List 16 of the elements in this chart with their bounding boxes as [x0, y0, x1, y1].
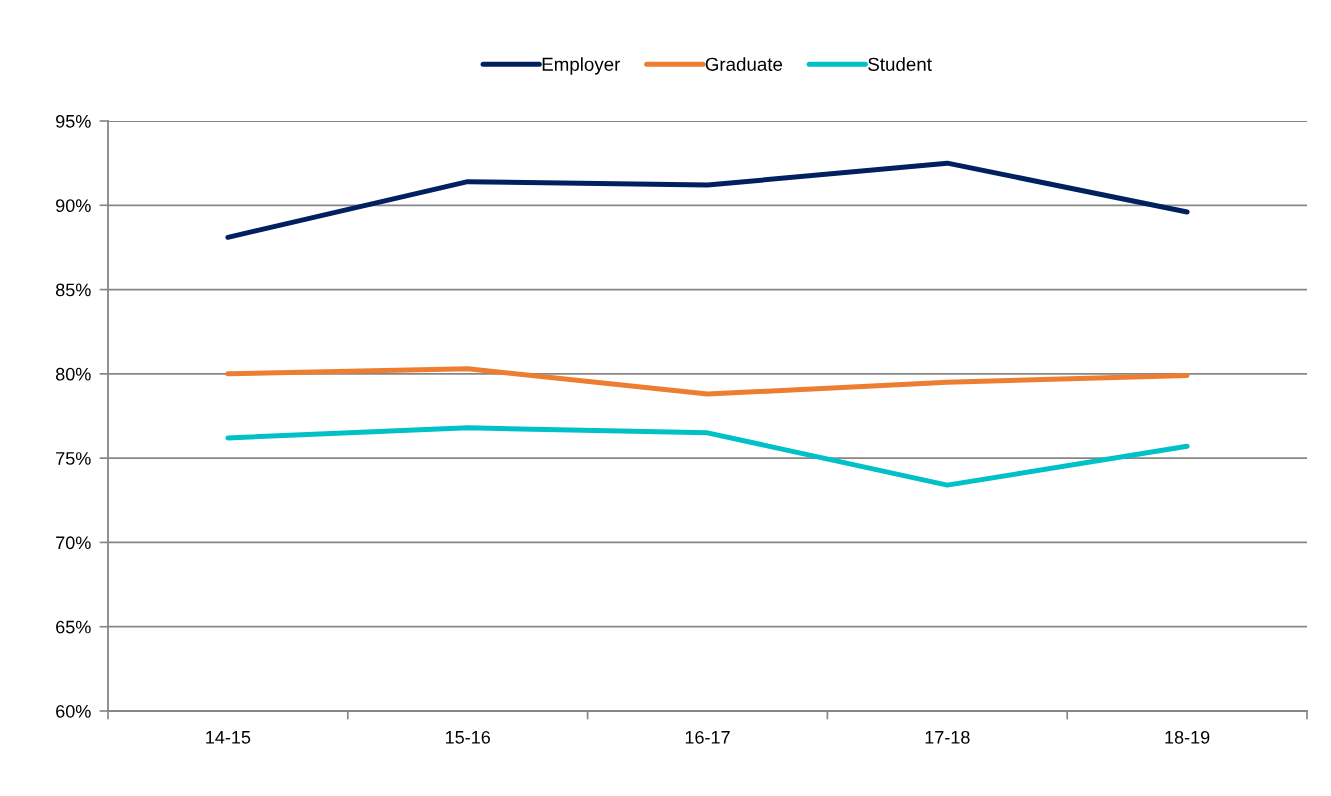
x-tick-label: 17-18	[925, 730, 970, 744]
y-tick-label: 85%	[55, 283, 91, 297]
legend-label: Graduate	[705, 57, 783, 71]
y-tick-label: 60%	[56, 704, 91, 718]
legend-label: Student	[868, 57, 932, 71]
x-tick-label: 15-16	[445, 730, 490, 744]
y-tick-label: 95%	[56, 114, 91, 128]
x-tick-label: 16-17	[685, 730, 730, 744]
x-tick-label: 14-15	[206, 731, 251, 744]
y-tick-label: 65%	[56, 620, 91, 634]
legend-label: Employer	[542, 57, 621, 75]
y-tick-label: 70%	[56, 536, 91, 550]
y-tick-label: 90%	[56, 199, 91, 213]
x-tick-label: 18-19	[1165, 730, 1210, 744]
y-tick-label: 80%	[55, 367, 91, 381]
y-tick-label: 75%	[56, 452, 91, 465]
